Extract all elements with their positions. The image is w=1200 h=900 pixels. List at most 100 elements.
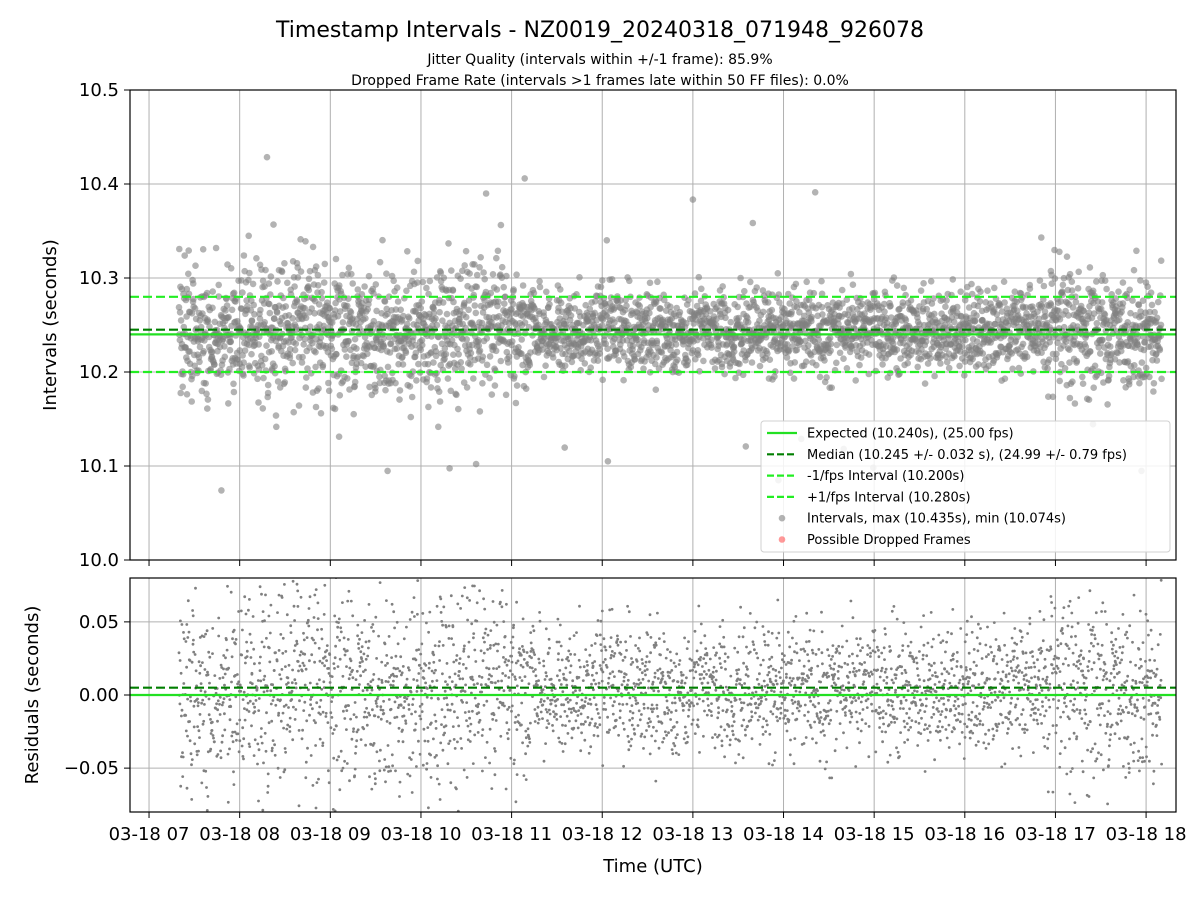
interval-point	[361, 333, 369, 341]
interval-point	[302, 384, 310, 391]
interval-point	[1072, 298, 1080, 306]
interval-point	[188, 398, 195, 405]
residual-point	[324, 711, 328, 715]
residual-point	[534, 668, 537, 671]
residual-point	[399, 655, 403, 659]
residual-point	[187, 630, 191, 634]
interval-point	[1129, 297, 1136, 304]
interval-point	[423, 375, 431, 382]
residual-point	[300, 669, 304, 673]
interval-point	[843, 296, 851, 304]
residual-point	[371, 708, 374, 712]
residual-point	[562, 672, 565, 676]
interval-point	[266, 300, 273, 308]
interval-point	[274, 278, 281, 285]
residual-point	[243, 707, 246, 710]
residual-point	[550, 689, 554, 692]
residual-point	[318, 678, 321, 682]
residual-point	[607, 891, 610, 894]
interval-point	[486, 374, 493, 382]
interval-point	[984, 287, 991, 295]
residual-point	[362, 715, 366, 719]
residual-point	[257, 799, 260, 803]
interval-point	[257, 306, 264, 314]
residual-point	[217, 634, 221, 638]
interval-point	[927, 355, 934, 362]
residual-point	[311, 707, 314, 711]
interval-point	[407, 413, 415, 421]
residual-point	[485, 474, 488, 477]
residual-point	[418, 663, 421, 667]
interval-point	[1066, 394, 1074, 402]
residual-point	[289, 631, 293, 634]
residual-point	[477, 702, 480, 706]
residual-point	[415, 690, 419, 693]
residual-point	[468, 729, 472, 733]
residual-point	[191, 642, 195, 646]
residual-point	[429, 721, 433, 725]
residual-point	[387, 770, 390, 773]
residual-point	[314, 721, 317, 725]
residual-point	[551, 724, 554, 727]
residual-point	[337, 617, 341, 621]
interval-point	[991, 306, 998, 313]
residual-point	[234, 638, 238, 641]
interval-point	[311, 310, 318, 317]
residual-point	[188, 739, 192, 743]
residual-point	[425, 762, 429, 765]
residual-point	[513, 721, 517, 724]
residual-point	[618, 702, 621, 706]
residual-point	[269, 702, 273, 706]
interval-point	[838, 286, 846, 294]
residual-point	[552, 684, 556, 688]
residual-point	[332, 728, 336, 731]
residual-point	[585, 660, 589, 663]
residual-point	[328, 653, 332, 656]
residual-point	[209, 732, 213, 735]
interval-point	[596, 345, 603, 353]
residual-point	[383, 758, 387, 761]
residual-point	[522, 658, 526, 661]
residual-point	[485, 740, 489, 744]
interval-point	[1038, 349, 1045, 357]
residual-point	[611, 704, 615, 708]
interval-point	[657, 305, 664, 312]
interval-point	[788, 308, 795, 316]
interval-point	[236, 347, 243, 354]
residual-point	[465, 719, 468, 722]
residual-point	[264, 749, 268, 753]
interval-point	[599, 277, 606, 284]
residual-point	[285, 727, 289, 731]
interval-point	[748, 359, 756, 366]
residual-point	[605, 547, 608, 550]
residual-point	[488, 673, 491, 677]
residual-point	[179, 619, 182, 623]
residual-point	[327, 781, 331, 785]
residual-point	[398, 669, 402, 673]
residual-point	[182, 682, 186, 685]
residual-point	[307, 688, 310, 692]
residual-point	[446, 683, 449, 686]
interval-point	[735, 314, 742, 322]
interval-point	[1074, 285, 1082, 292]
interval-point	[653, 339, 661, 347]
interval-point	[370, 317, 378, 325]
interval-point	[505, 353, 513, 361]
interval-point	[736, 360, 743, 368]
interval-point	[390, 277, 398, 285]
interval-point	[871, 289, 879, 297]
residual-point	[525, 651, 529, 654]
interval-point	[325, 379, 332, 387]
residual-point	[598, 723, 602, 727]
interval-point	[849, 281, 857, 289]
interval-point	[961, 358, 969, 365]
residual-point	[430, 696, 433, 700]
interval-point	[542, 362, 549, 370]
residual-point	[401, 740, 405, 744]
residual-point	[211, 734, 215, 737]
residual-point	[337, 621, 340, 624]
residual-point	[522, 650, 526, 653]
interval-point	[294, 274, 302, 281]
residual-point	[283, 768, 287, 772]
interval-point	[1093, 320, 1101, 327]
